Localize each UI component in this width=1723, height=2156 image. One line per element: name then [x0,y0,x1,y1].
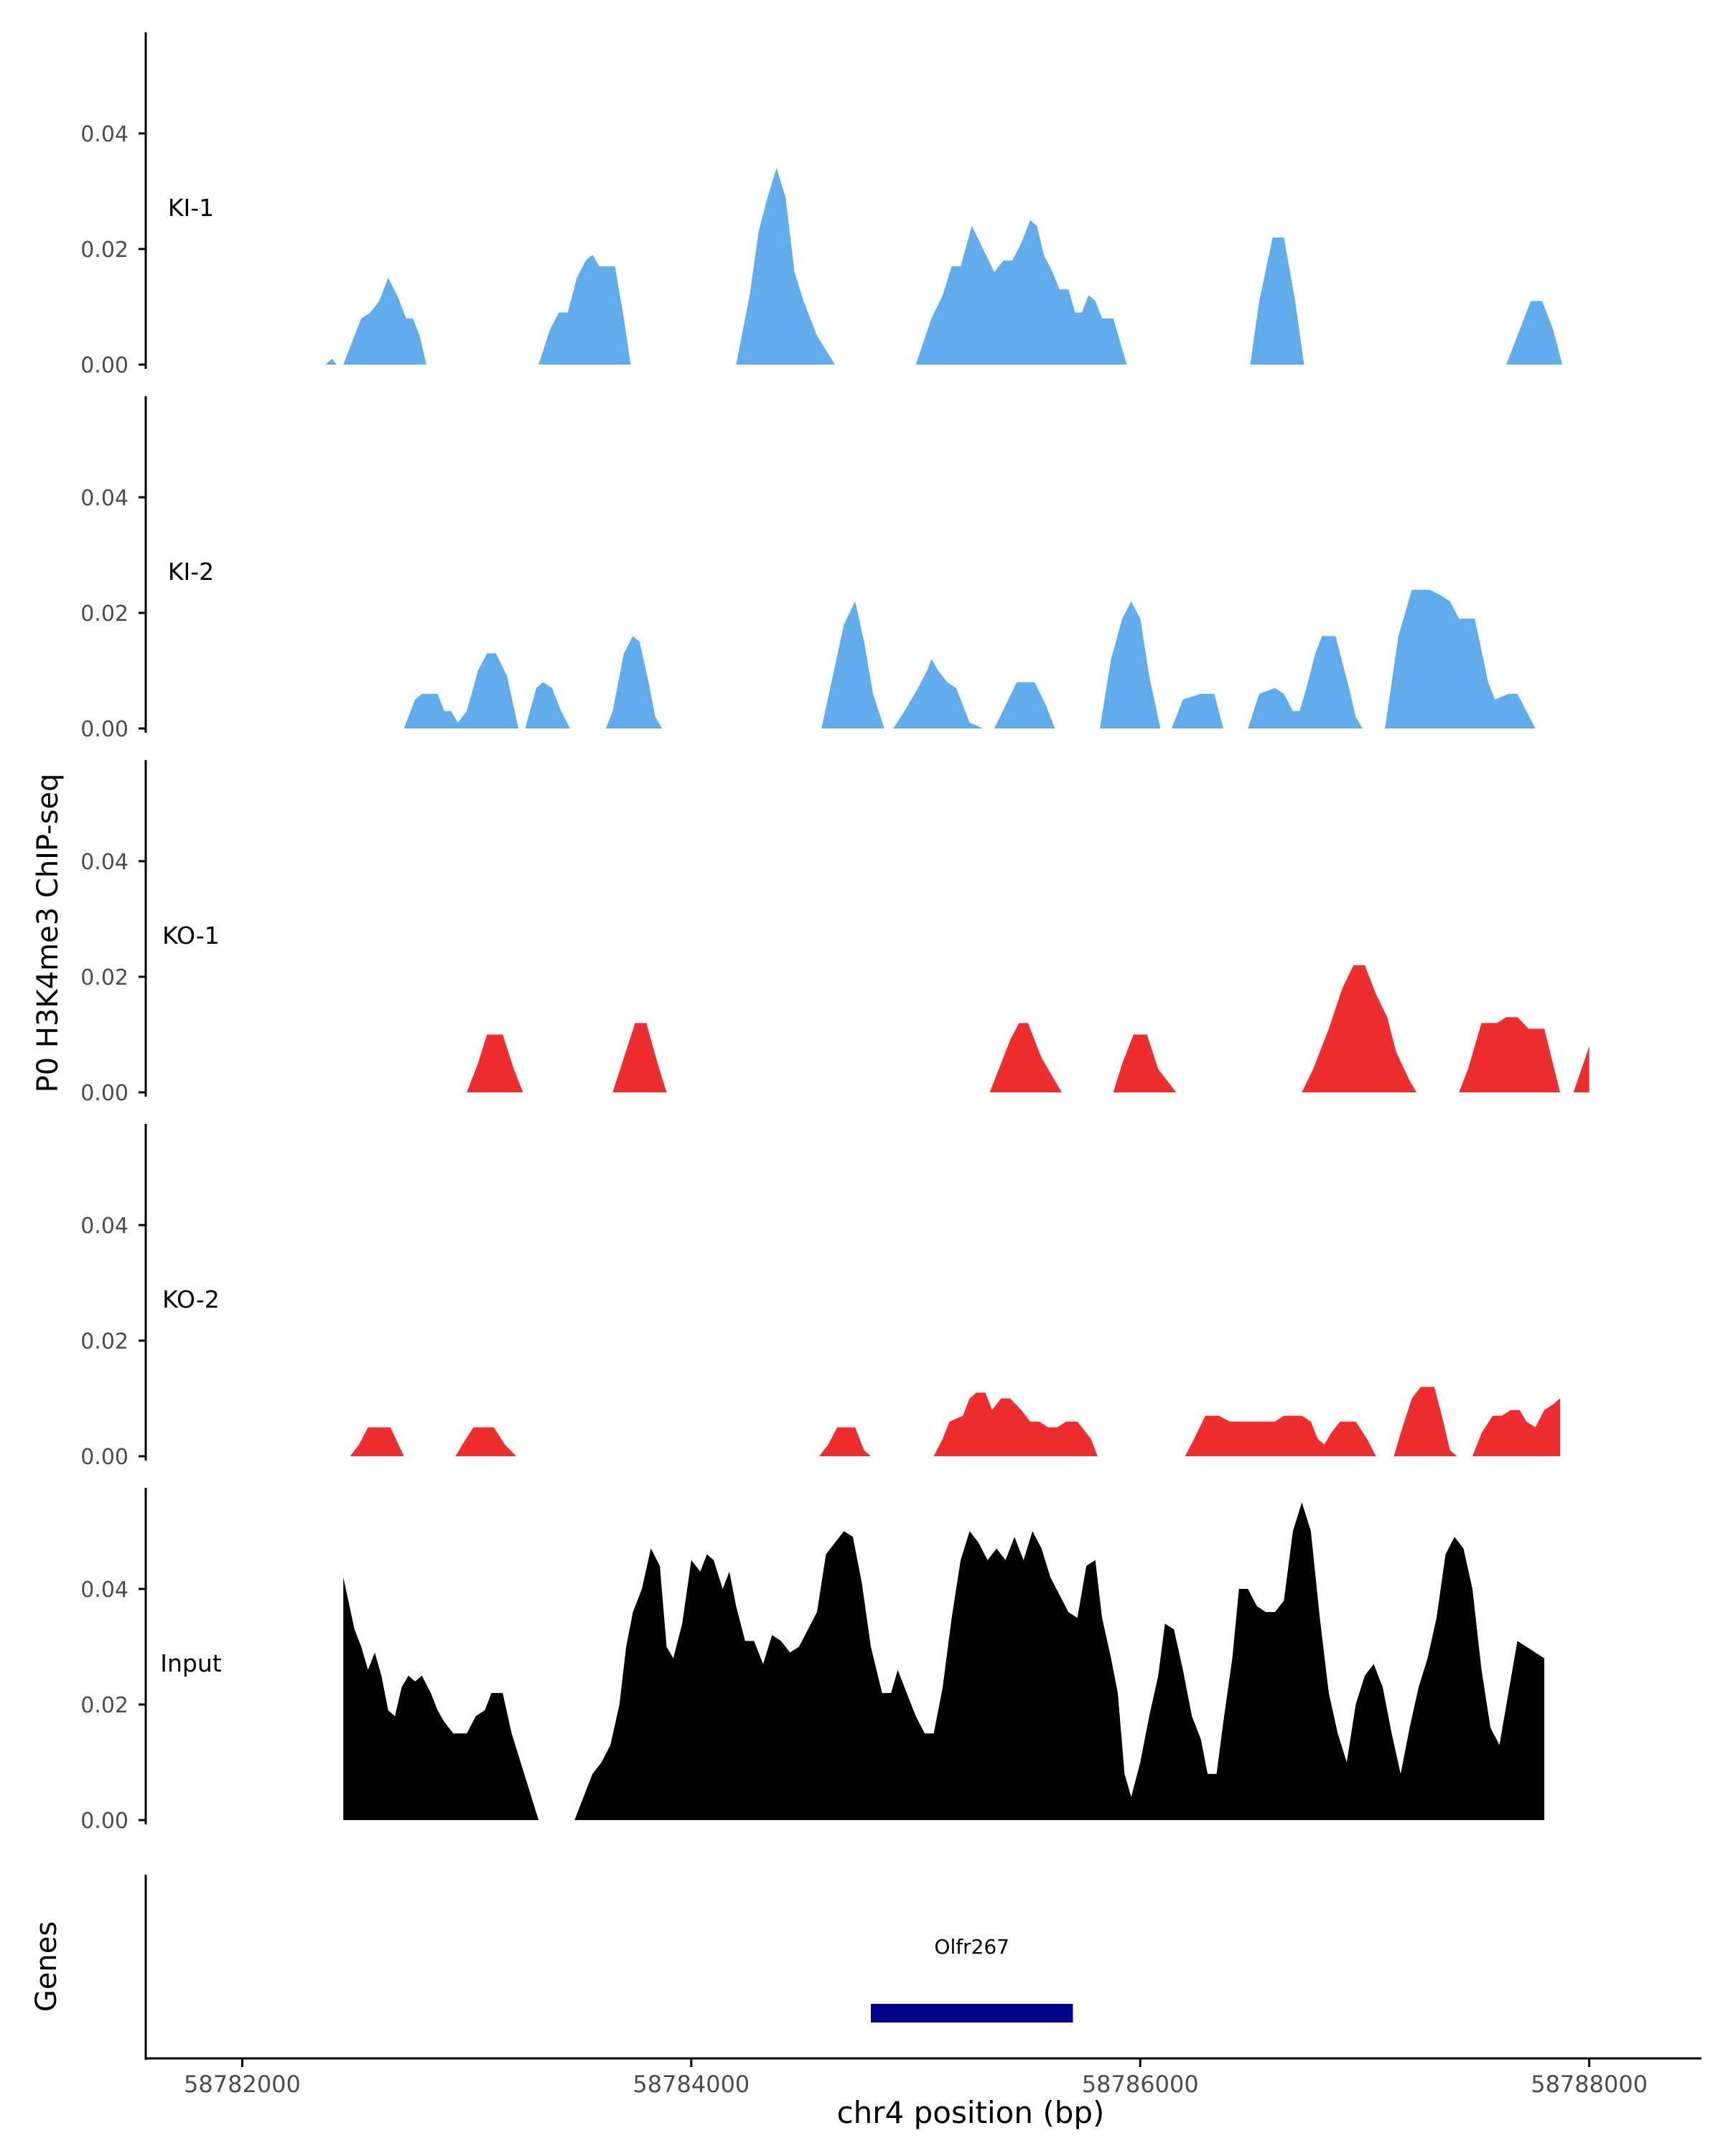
y-tick-label: 0.00 [80,717,129,742]
signal-area-ko-1 [467,965,1589,1092]
y-tick-label: 0.04 [80,850,129,875]
signal-area-ko-2 [350,1387,1561,1456]
track-input: 0.00 0.02 0.04 Input [80,1488,1545,1834]
signal-area-input [343,1502,1545,1820]
track-ko-2: 0.00 0.02 0.04 KO-2 [80,1124,1561,1470]
y-tick-label: 0.02 [80,601,129,627]
genes-panel: Genes Olfr267 [30,1875,1073,2060]
x-tick-label: 58784000 [632,2071,750,2098]
y-tick-label: 0.02 [80,1329,129,1354]
y-tick-label: 0.04 [80,486,129,511]
y-tick-label: 0.04 [80,122,129,147]
track-ko-1: 0.00 0.02 0.04 KO-1 [80,760,1589,1106]
y-tick-label: 0.04 [80,1578,129,1603]
signal-area-ki-1 [325,168,1563,365]
y-tick-label: 0.04 [80,1214,129,1239]
track-label: KO-2 [162,1285,220,1313]
track-label: KI-2 [168,558,214,586]
gene-body [871,2004,1073,2023]
track-ki-1: 0.00 0.02 0.04 KI-1 [80,32,1563,378]
shared-y-axis-label: P0 H3K4me3 ChIP-seq [32,774,65,1093]
y-tick-label: 0.00 [80,1081,129,1106]
track-label: Input [160,1649,222,1677]
y-tick-label: 0.02 [80,1693,129,1718]
y-tick-label: 0.00 [80,1445,129,1470]
track-label: KO-1 [162,922,220,950]
x-tick-label: 58782000 [184,2071,301,2098]
y-tick-label: 0.00 [80,353,129,378]
gene-label: Olfr267 [934,1935,1009,1959]
x-axis: chr4 position (bp) 58782000 58784000 58786… [146,2057,1701,2130]
x-tick-label: 58788000 [1531,2071,1648,2098]
tracks-layer: 0.00 0.02 0.04 KI-1 0.00 0.02 0.04 KI-2 0.00 0.02… [80,32,1589,1834]
signal-area-ki-2 [403,589,1536,728]
y-tick-label: 0.00 [80,1809,129,1834]
x-axis-title: chr4 position (bp) [837,2095,1105,2130]
y-tick-label: 0.02 [80,238,129,263]
track-ki-2: 0.00 0.02 0.04 KI-2 [80,396,1536,742]
y-tick-label: 0.02 [80,965,129,990]
track-label: KI-1 [168,194,214,222]
x-tick-label: 58786000 [1082,2071,1199,2098]
genes-panel-label: Genes [30,1921,63,2012]
